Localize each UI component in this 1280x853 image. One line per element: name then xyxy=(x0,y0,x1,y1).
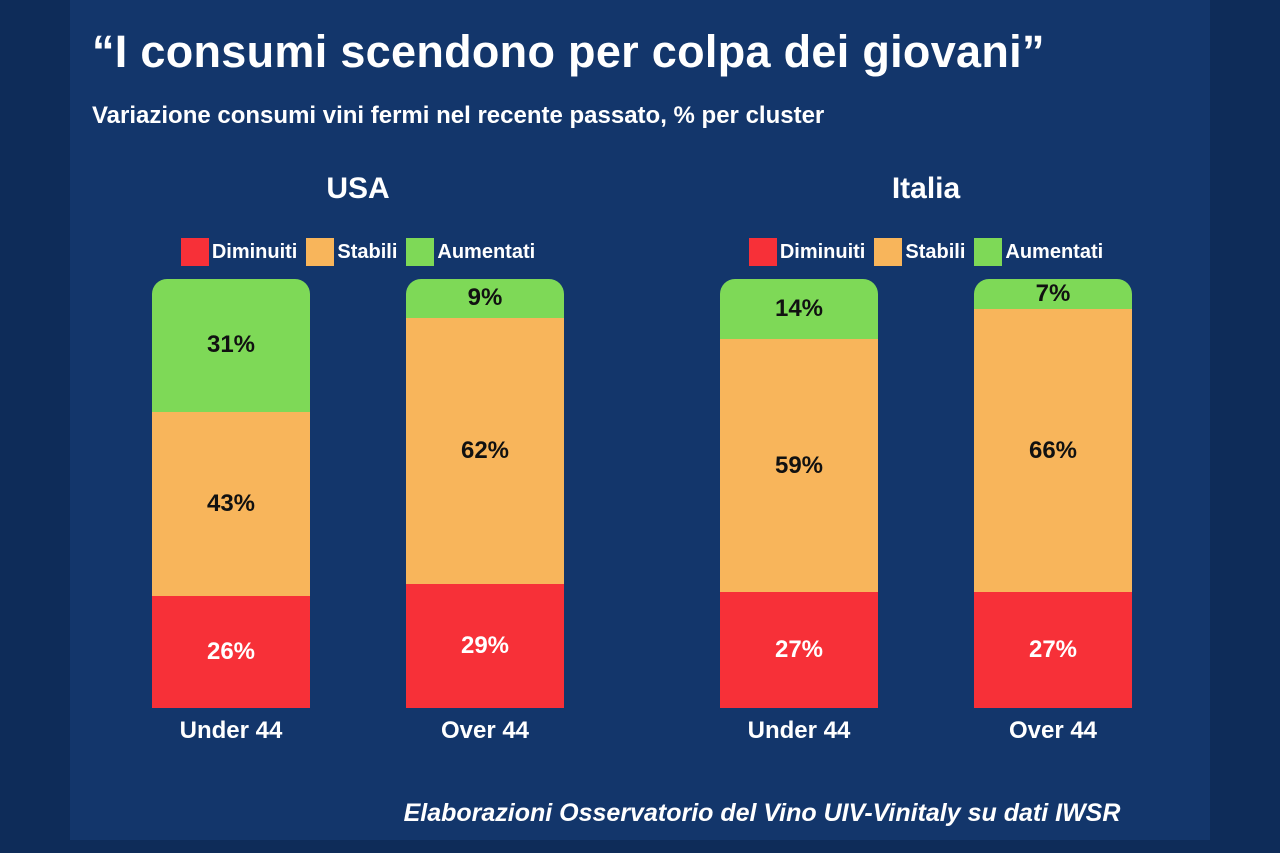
stacked-bar: 9% 62% 29% xyxy=(406,279,564,708)
segment-value: 9% xyxy=(467,284,503,312)
stacked-bar: 14% 59% 27% xyxy=(720,279,878,708)
segment-stabili: 66% xyxy=(974,309,1132,593)
legend-item: Aumentati xyxy=(974,238,1103,266)
page-subtitle: Variazione consumi vini fermi nel recent… xyxy=(92,102,825,129)
legend: Diminuiti Stabili Aumentati xyxy=(720,238,1132,266)
charts-area: USA Diminuiti Stabili Aumentati 31% 43% 26% Und… xyxy=(152,172,1132,745)
segment-value: 66% xyxy=(1028,436,1078,464)
legend-label: Aumentati xyxy=(1005,240,1104,263)
segment-aumentati: 14% xyxy=(720,279,878,340)
legend: Diminuiti Stabili Aumentati xyxy=(152,238,564,266)
group-title: Italia xyxy=(891,172,961,205)
chart-group-italia: Italia Diminuiti Stabili Aumentati 14% 59% 27%… xyxy=(720,172,1132,745)
segment-diminuiti: 27% xyxy=(974,592,1132,708)
segment-diminuiti: 26% xyxy=(152,596,310,708)
legend-item: Stabili xyxy=(874,238,965,266)
segment-value: 27% xyxy=(774,636,824,664)
segment-aumentati: 7% xyxy=(974,279,1132,310)
segment-diminuiti: 29% xyxy=(406,583,564,708)
category-label: Under 44 xyxy=(747,717,851,744)
segment-value: 62% xyxy=(460,436,510,464)
segment-value: 31% xyxy=(206,331,256,359)
legend-swatch-stabili xyxy=(306,238,335,266)
legend-label: Stabili xyxy=(337,240,398,263)
segment-stabili: 43% xyxy=(152,411,310,597)
bars-row: 14% 59% 27% Under 44 7% 66% 27% Over 44 xyxy=(720,279,1132,745)
segment-value: 29% xyxy=(460,631,510,659)
legend-swatch-diminuiti xyxy=(180,238,209,266)
legend-label: Stabili xyxy=(905,240,966,263)
infographic-slide: “I consumi scendono per colpa dei giovan… xyxy=(70,0,1210,840)
page-title: “I consumi scendono per colpa dei giovan… xyxy=(92,26,1045,77)
bar-column: 31% 43% 26% Under 44 xyxy=(152,279,310,745)
stacked-bar: 31% 43% 26% xyxy=(152,279,310,708)
legend-item: Aumentati xyxy=(406,238,535,266)
legend-label: Diminuiti xyxy=(211,240,298,263)
segment-aumentati: 31% xyxy=(152,279,310,412)
segment-value: 7% xyxy=(1035,280,1071,307)
legend-item: Diminuiti xyxy=(180,238,298,266)
source-note: Elaborazioni Osservatorio del Vino UIV-V… xyxy=(403,799,1121,827)
segment-value: 26% xyxy=(206,638,256,666)
segment-diminuiti: 27% xyxy=(720,592,878,708)
segment-value: 43% xyxy=(206,490,256,518)
segment-value: 14% xyxy=(774,295,824,323)
bar-column: 9% 62% 29% Over 44 xyxy=(406,279,564,745)
legend-item: Diminuiti xyxy=(748,238,866,266)
group-title: USA xyxy=(326,172,390,205)
bar-column: 14% 59% 27% Under 44 xyxy=(720,279,878,745)
bar-column: 7% 66% 27% Over 44 xyxy=(974,279,1132,745)
legend-swatch-stabili xyxy=(874,238,903,266)
category-label: Over 44 xyxy=(1008,717,1098,744)
legend-label: Aumentati xyxy=(437,240,536,263)
segment-stabili: 62% xyxy=(406,317,564,584)
legend-swatch-diminuiti xyxy=(748,238,777,266)
segment-stabili: 59% xyxy=(720,339,878,593)
legend-item: Stabili xyxy=(306,238,397,266)
legend-swatch-aumentati xyxy=(406,238,435,266)
category-label: Over 44 xyxy=(440,717,530,744)
stacked-bar: 7% 66% 27% xyxy=(974,279,1132,708)
segment-value: 59% xyxy=(774,451,824,479)
legend-swatch-aumentati xyxy=(974,238,1003,266)
bars-row: 31% 43% 26% Under 44 9% 62% 29% Over 44 xyxy=(152,279,564,745)
segment-aumentati: 9% xyxy=(406,279,564,318)
chart-group-usa: USA Diminuiti Stabili Aumentati 31% 43% 26% Und… xyxy=(152,172,564,745)
legend-label: Diminuiti xyxy=(779,240,866,263)
category-label: Under 44 xyxy=(179,717,283,744)
segment-value: 27% xyxy=(1028,636,1078,664)
